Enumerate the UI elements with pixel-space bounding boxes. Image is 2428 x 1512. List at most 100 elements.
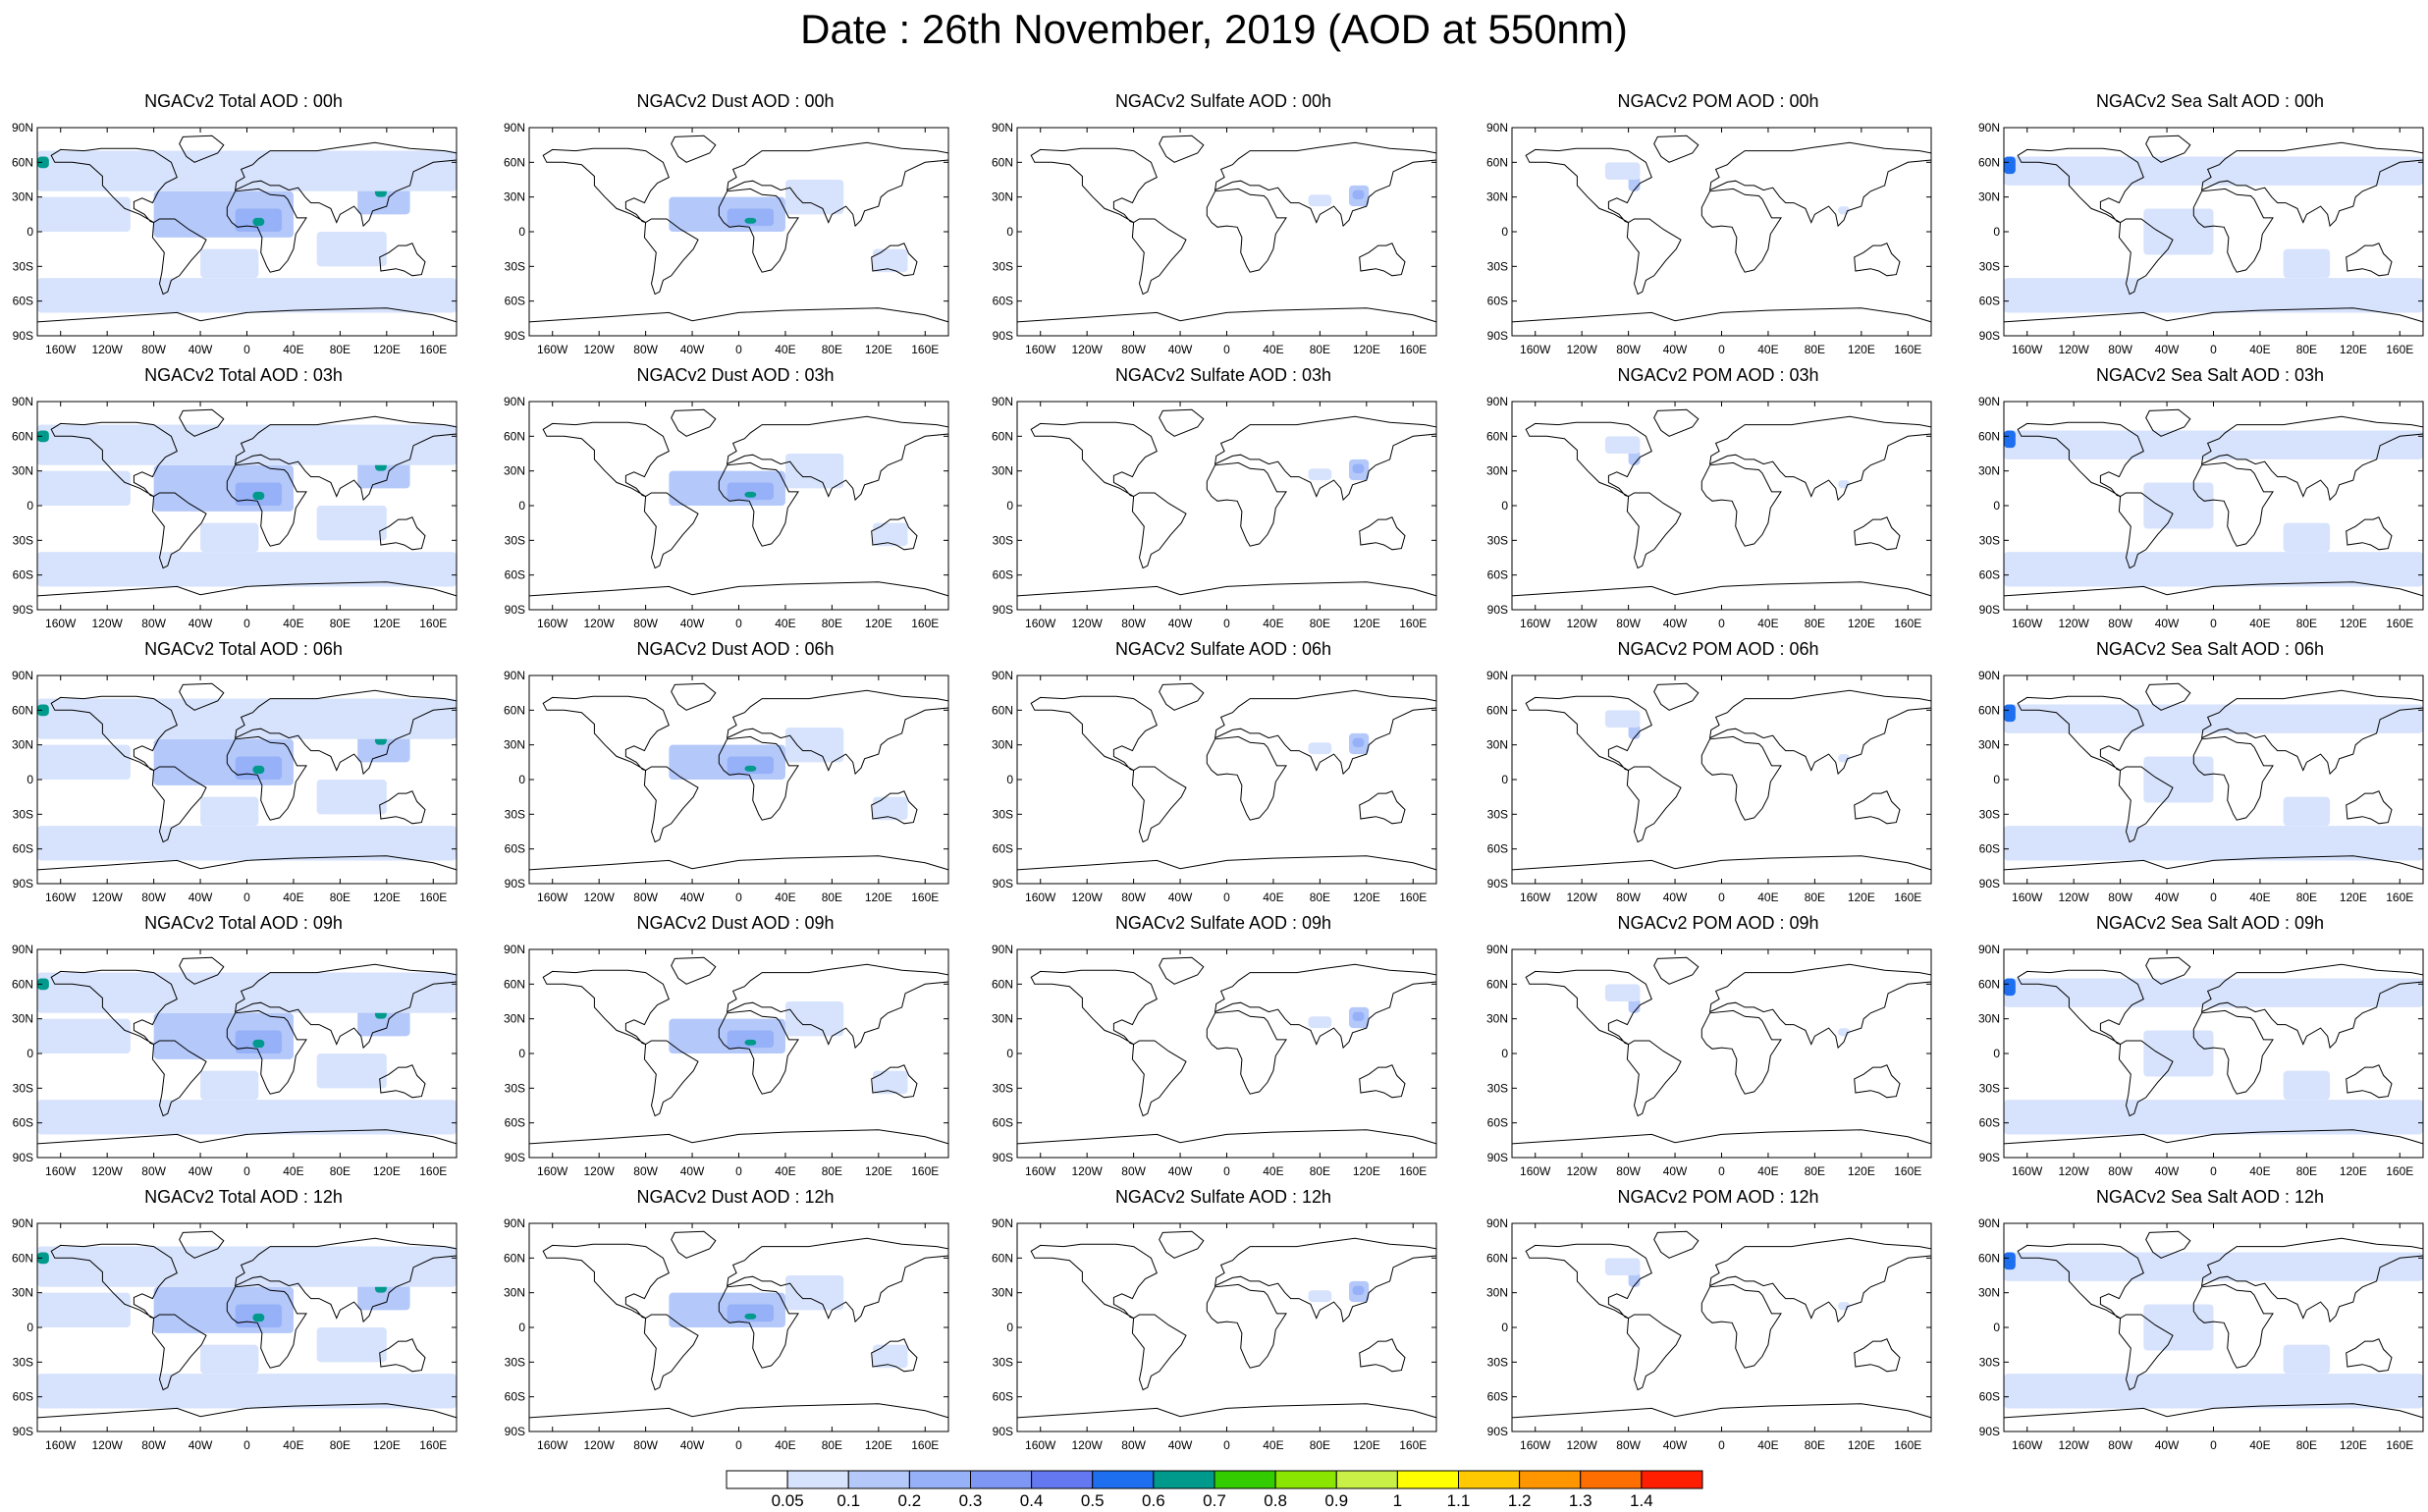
- lat-tick-label: 60N: [1978, 429, 2000, 443]
- coastline-antarctica: [2003, 581, 2424, 597]
- colorbar-label: 0.3: [959, 1491, 983, 1510]
- lon-tick-label: 40E: [1757, 343, 1778, 356]
- coastline-south-america: [1626, 218, 1682, 296]
- lon-tick-label: 80E: [2296, 1164, 2317, 1178]
- map-plot: 90N 60N 30N 0 30S 60S 90S 160W 120W 80W 40W 0 40E 80E…: [992, 1216, 1437, 1452]
- coastline-australia: [1359, 243, 1406, 277]
- coastline-north-america: [542, 1243, 670, 1320]
- lat-tick-label: 30N: [992, 1286, 1013, 1300]
- lon-tick-label: 120E: [373, 617, 401, 630]
- lat-tick-label: 30S: [1487, 807, 1508, 821]
- colorbar-label: 0.9: [1324, 1491, 1348, 1510]
- map-plot: 90N 60N 30N 0 30S 60S 90S 160W 120W 80W 40W 0 40E 80E…: [1486, 943, 1932, 1178]
- aod-shading: [2004, 1252, 2016, 1270]
- lon-tick-label: 160W: [1025, 617, 1056, 630]
- map-frame: [1511, 127, 1932, 337]
- lat-tick-label: 60S: [1979, 842, 2000, 856]
- coastline-eurasia: [1708, 1237, 1932, 1323]
- coastline-north-america: [2017, 421, 2144, 498]
- coastline-greenland: [1653, 956, 1700, 985]
- coastline-antarctica: [1511, 1129, 1932, 1145]
- lat-tick-label: 90S: [1979, 1151, 2000, 1164]
- lon-tick-label: 160W: [1025, 343, 1056, 356]
- map-panel-total-12h: NGACv2 Total AOD : 12h 90N 60N 30N 0 30S 60S 90…: [0, 1186, 461, 1452]
- lon-tick-label: 160E: [419, 891, 447, 904]
- aod-shading: [2004, 1252, 2423, 1281]
- coastline-africa: [2192, 1283, 2274, 1369]
- lon-tick-label: 160E: [419, 617, 447, 630]
- coastline-antarctica: [36, 581, 458, 597]
- lon-tick-label: 120W: [583, 343, 615, 356]
- lon-tick-label: 160W: [1025, 1164, 1056, 1178]
- panel-title: NGACv2 Dust AOD : 09h: [636, 913, 835, 933]
- lat-tick-label: 30N: [1486, 464, 1508, 478]
- lon-tick-label: 80W: [1616, 1438, 1641, 1452]
- panel-title: NGACv2 Total AOD : 09h: [144, 913, 343, 933]
- aod-shading: [1352, 189, 1365, 200]
- coastline-south-america: [1131, 492, 1187, 569]
- aod-shading: [1352, 737, 1365, 748]
- panel-title: NGACv2 Total AOD : 06h: [144, 639, 343, 659]
- coastline-north-america: [2017, 695, 2144, 772]
- aod-shading: [727, 1030, 775, 1049]
- lat-tick-label: 30S: [1487, 1355, 1508, 1369]
- coastline-africa: [718, 1283, 799, 1369]
- coastline-north-america: [50, 969, 178, 1046]
- lat-tick-label: 60S: [1979, 1116, 2000, 1130]
- lon-tick-label: 40E: [283, 343, 303, 356]
- lat-tick-label: 90N: [1486, 669, 1508, 682]
- lon-tick-label: 120W: [1071, 343, 1103, 356]
- lon-tick-label: 120E: [1848, 1438, 1875, 1452]
- lon-tick-label: 80W: [141, 891, 166, 904]
- aod-shading: [252, 1039, 265, 1049]
- coastline-eurasia: [234, 415, 458, 502]
- aod-shading: [2004, 704, 2423, 733]
- aod-shading: [316, 1327, 387, 1363]
- lon-tick-label: 120W: [1071, 1164, 1103, 1178]
- coastline-north-america: [1525, 421, 1652, 498]
- lon-tick-label: 0: [2210, 891, 2217, 904]
- lat-tick-label: 90S: [505, 1151, 525, 1164]
- lon-tick-label: 80E: [1805, 1438, 1825, 1452]
- map-panel-total-03h: NGACv2 Total AOD : 03h 90N 60N 30N 0 30S 60S 90…: [0, 364, 461, 630]
- lon-tick-label: 160E: [2386, 891, 2413, 904]
- lat-tick-label: 30N: [1486, 738, 1508, 752]
- coastline-australia: [379, 516, 426, 551]
- aod-shading: [2283, 796, 2331, 827]
- coastline-eurasia: [1214, 1237, 1437, 1323]
- coastline-antarctica: [528, 855, 949, 871]
- aod-shading: [872, 1070, 908, 1095]
- map-frame: [1511, 948, 1932, 1159]
- coastline-greenland: [179, 682, 225, 711]
- lon-tick-label: 80E: [2296, 343, 2317, 356]
- panel-title: NGACv2 Sea Salt AOD : 00h: [2095, 91, 2325, 111]
- lon-tick-label: 80E: [1805, 617, 1825, 630]
- coastline-australia: [2346, 1338, 2393, 1373]
- aod-shading: [1352, 1011, 1365, 1022]
- lon-tick-label: 40W: [189, 617, 213, 630]
- lon-tick-label: 160W: [2012, 891, 2043, 904]
- aod-shading: [872, 522, 908, 547]
- lat-tick-label: 30N: [1978, 738, 2000, 752]
- lat-tick-label: 90S: [13, 329, 33, 343]
- map-panel-dust-00h: NGACv2 Dust AOD : 00h 90N 60N 30N 0 30S 60S 90S…: [492, 90, 953, 356]
- aod-shading: [37, 826, 457, 861]
- lon-tick-label: 160W: [1520, 891, 1551, 904]
- lon-tick-label: 40E: [1757, 1164, 1778, 1178]
- colorbar-swatch: [1153, 1470, 1215, 1489]
- lon-tick-label: 160W: [2012, 617, 2043, 630]
- coastline-greenland: [1653, 408, 1700, 437]
- lat-tick-label: 60S: [13, 1116, 33, 1130]
- lat-tick-label: 60N: [1486, 155, 1508, 169]
- coastline-south-america: [1131, 1314, 1187, 1391]
- panel-title: NGACv2 Sea Salt AOD : 06h: [2095, 639, 2325, 659]
- lat-tick-label: 90N: [12, 121, 33, 135]
- coastline-australia: [871, 516, 918, 551]
- colorbar-label: 0.4: [1020, 1491, 1044, 1510]
- lon-tick-label: 40E: [1757, 1438, 1778, 1452]
- lat-tick-label: 60S: [993, 295, 1013, 308]
- lat-tick-label: 30S: [505, 807, 525, 821]
- lon-tick-label: 120W: [91, 343, 123, 356]
- coastline-eurasia: [726, 141, 949, 228]
- lon-tick-label: 160W: [1520, 1438, 1551, 1452]
